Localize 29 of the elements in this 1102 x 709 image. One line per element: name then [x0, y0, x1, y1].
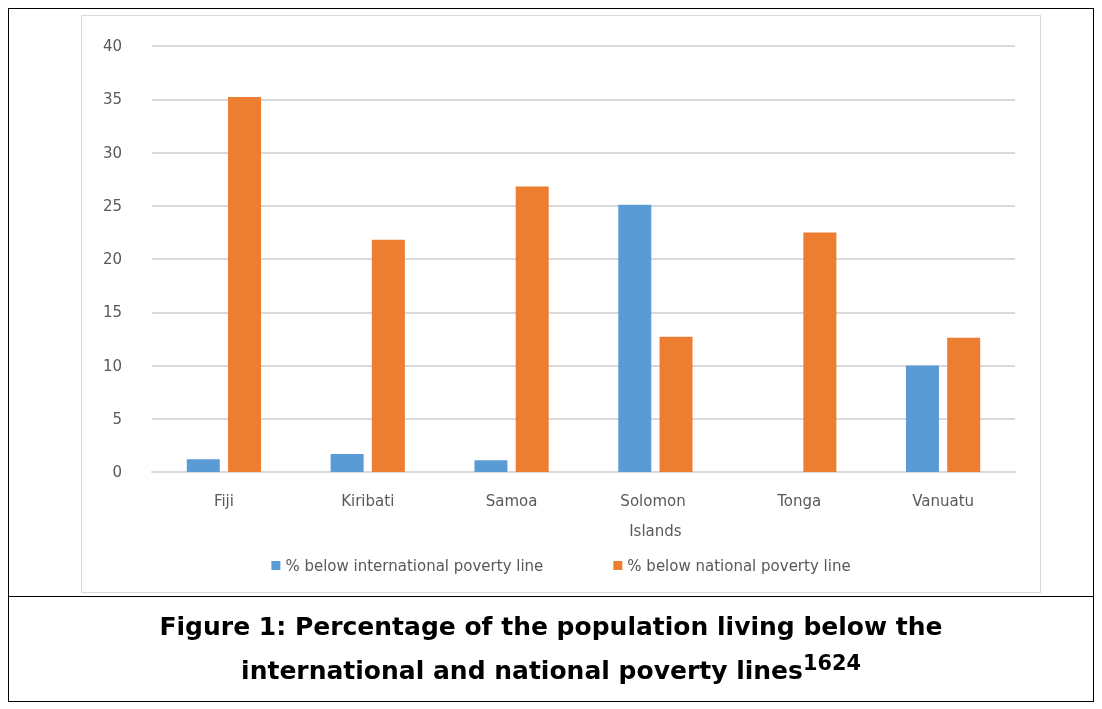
- x-tick-label: Samoa: [485, 492, 538, 510]
- x-tick-label: Fiji: [213, 492, 234, 510]
- bar: [371, 239, 405, 472]
- x-tick-label: Solomon Islands: [620, 492, 691, 540]
- bar: [474, 460, 508, 472]
- bar: [803, 232, 837, 472]
- y-tick-label: 30: [102, 143, 122, 162]
- y-tick-label: 35: [102, 90, 122, 109]
- y-tick-label: 15: [102, 303, 122, 322]
- y-tick-label: 25: [102, 196, 122, 215]
- bar: [618, 204, 652, 472]
- bar: [186, 459, 220, 472]
- y-tick-label: 5: [112, 409, 122, 428]
- bar: [330, 453, 364, 472]
- legend-label: % below national poverty line: [627, 556, 851, 575]
- bar: [228, 97, 262, 472]
- x-tick-label: Vanuatu: [912, 492, 975, 510]
- y-tick-label: 0: [112, 463, 122, 481]
- y-tick-label: 10: [102, 356, 122, 375]
- text: Figure 1: Percentage of the population living below the international and national poverty lines$^{1624}$: [8, 596, 1094, 703]
- legend-label: % below international poverty line: [285, 556, 544, 575]
- bar: [515, 186, 549, 472]
- x-tick-label: Tonga: [776, 492, 822, 510]
- y-tick-label: 40: [102, 37, 122, 55]
- bar: [905, 365, 939, 472]
- bar: [659, 336, 693, 472]
- bar: [947, 337, 981, 472]
- x-tick-label: Kiribati: [341, 492, 395, 510]
- y-tick-label: 20: [102, 250, 122, 268]
